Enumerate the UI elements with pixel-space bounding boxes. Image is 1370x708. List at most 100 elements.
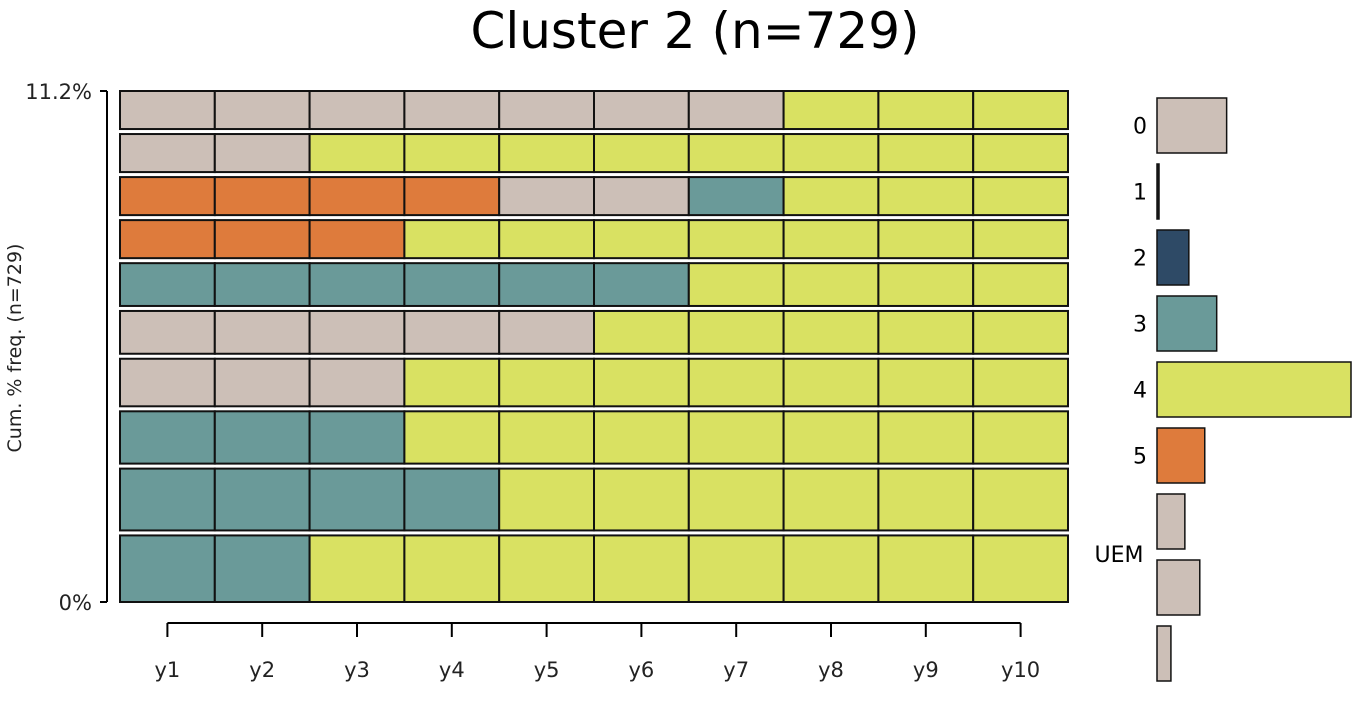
sequence-10-y7-cell <box>687 534 785 604</box>
sequence-5-y7-cell <box>687 262 785 307</box>
sequence-6-y10-cell <box>972 309 1070 355</box>
state-bar-4 <box>1156 361 1352 418</box>
x-tick-label-y1: y1 <box>155 658 181 682</box>
sequence-10-y10-cell <box>972 534 1070 604</box>
sequence-8-y1-cell <box>119 410 216 465</box>
state-bar-1 <box>1156 163 1160 220</box>
state-label-UEM: UEM <box>1095 543 1144 568</box>
state-label-0: 0 <box>1133 115 1147 140</box>
x-tick-label-y2: y2 <box>249 658 275 682</box>
sequence-3-y2-cell <box>213 176 311 217</box>
sequence-2-y6-cell <box>593 133 690 174</box>
sequence-5-y10-cell <box>972 262 1070 307</box>
state-bar-0 <box>1156 97 1228 154</box>
sequence-5-y6-cell <box>593 262 690 307</box>
sequence-8-y4-cell <box>403 410 501 465</box>
sequence-1-y4-cell <box>403 90 501 131</box>
sequence-3-y8-cell <box>782 176 880 217</box>
sequence-5-y4-cell <box>403 262 501 307</box>
sequence-10-y2-cell <box>213 534 311 604</box>
sequence-4-y6-cell <box>593 219 690 260</box>
sequence-5-y2-cell <box>213 262 311 307</box>
sequence-8-y10-cell <box>972 410 1070 465</box>
x-tick-label-y7: y7 <box>723 658 749 682</box>
state-bar-5 <box>1156 427 1206 484</box>
sequence-8-y9-cell <box>877 410 975 465</box>
sequence-6-y7-cell <box>687 309 785 355</box>
sequence-1-y2-cell <box>213 90 311 131</box>
state-bar-uem-6 <box>1156 493 1186 550</box>
sequence-8-y3-cell <box>308 410 406 465</box>
state-label-4: 4 <box>1133 379 1147 404</box>
x-tick-label-y3: y3 <box>344 658 370 682</box>
sequence-1-y9-cell <box>877 90 975 131</box>
sequence-8-y6-cell <box>593 410 690 465</box>
state-bar-2 <box>1156 229 1190 286</box>
sequence-5-y3-cell <box>308 262 406 307</box>
x-tick-label-y6: y6 <box>629 658 655 682</box>
sequence-6-y4-cell <box>403 309 501 355</box>
sequence-7-y2-cell <box>213 357 311 408</box>
x-tick-label-y5: y5 <box>534 658 560 682</box>
sequence-9-y8-cell <box>782 467 880 532</box>
sequence-5-y8-cell <box>782 262 880 307</box>
sequence-6-y2-cell <box>213 309 311 355</box>
sequence-7-y9-cell <box>877 357 975 408</box>
sequence-4-y3-cell <box>308 219 406 260</box>
sequence-9-y4-cell <box>403 467 501 532</box>
sequence-3-y9-cell <box>877 176 975 217</box>
sequence-9-y5-cell <box>498 467 596 532</box>
sequence-1-y5-cell <box>498 90 596 131</box>
sequence-10-y4-cell <box>403 534 501 604</box>
sequence-3-y7-cell <box>687 176 785 217</box>
sequence-7-y1-cell <box>119 357 216 408</box>
sequence-2-y4-cell <box>403 133 501 174</box>
sequence-3-y4-cell <box>403 176 501 217</box>
sequence-6-y9-cell <box>877 309 975 355</box>
sequence-7-y10-cell <box>972 357 1070 408</box>
sequence-4-y1-cell <box>119 219 216 260</box>
sequence-1-y1-cell <box>119 90 216 131</box>
sequence-9-y9-cell <box>877 467 975 532</box>
sequence-1-y3-cell <box>308 90 406 131</box>
sequence-10-y6-cell <box>593 534 690 604</box>
sequence-8-y5-cell <box>498 410 596 465</box>
sequence-3-y6-cell <box>593 176 690 217</box>
sequence-4-y5-cell <box>498 219 596 260</box>
sequence-3-y3-cell <box>308 176 406 217</box>
sequence-2-y1-cell <box>119 133 216 174</box>
state-bar-UEM <box>1156 559 1201 616</box>
sequence-2-y10-cell <box>972 133 1070 174</box>
state-label-1: 1 <box>1133 181 1147 206</box>
sequence-6-y1-cell <box>119 309 216 355</box>
sequence-3-y10-cell <box>972 176 1070 217</box>
sequence-5-y5-cell <box>498 262 596 307</box>
y-tick-label: 0% <box>59 591 92 615</box>
sequence-9-y3-cell <box>308 467 406 532</box>
sequence-8-y7-cell <box>687 410 785 465</box>
sequence-7-y7-cell <box>687 357 785 408</box>
sequence-10-y5-cell <box>498 534 596 604</box>
state-label-3: 3 <box>1133 313 1147 338</box>
sequence-4-y2-cell <box>213 219 311 260</box>
sequence-9-y10-cell <box>972 467 1070 532</box>
sequence-9-y1-cell <box>119 467 216 532</box>
sequence-2-y8-cell <box>782 133 880 174</box>
sequence-10-y8-cell <box>782 534 880 604</box>
sequence-4-y10-cell <box>972 219 1070 260</box>
sequence-2-y2-cell <box>213 133 311 174</box>
sequence-10-y9-cell <box>877 534 975 604</box>
x-tick-label-y8: y8 <box>818 658 844 682</box>
state-label-5: 5 <box>1133 445 1147 470</box>
sequence-1-y8-cell <box>782 90 880 131</box>
chart-title: Cluster 2 (n=729) <box>470 2 920 60</box>
sequence-5-y9-cell <box>877 262 975 307</box>
state-legend: 0 1 2 3 4 5 UEM <box>1095 97 1352 682</box>
sequence-7-y4-cell <box>403 357 501 408</box>
sequence-2-y9-cell <box>877 133 975 174</box>
y-tick-label: 11.2% <box>25 80 92 104</box>
sequence-3-y5-cell <box>498 176 596 217</box>
sequence-1-y10-cell <box>972 90 1070 131</box>
sequence-8-y8-cell <box>782 410 880 465</box>
